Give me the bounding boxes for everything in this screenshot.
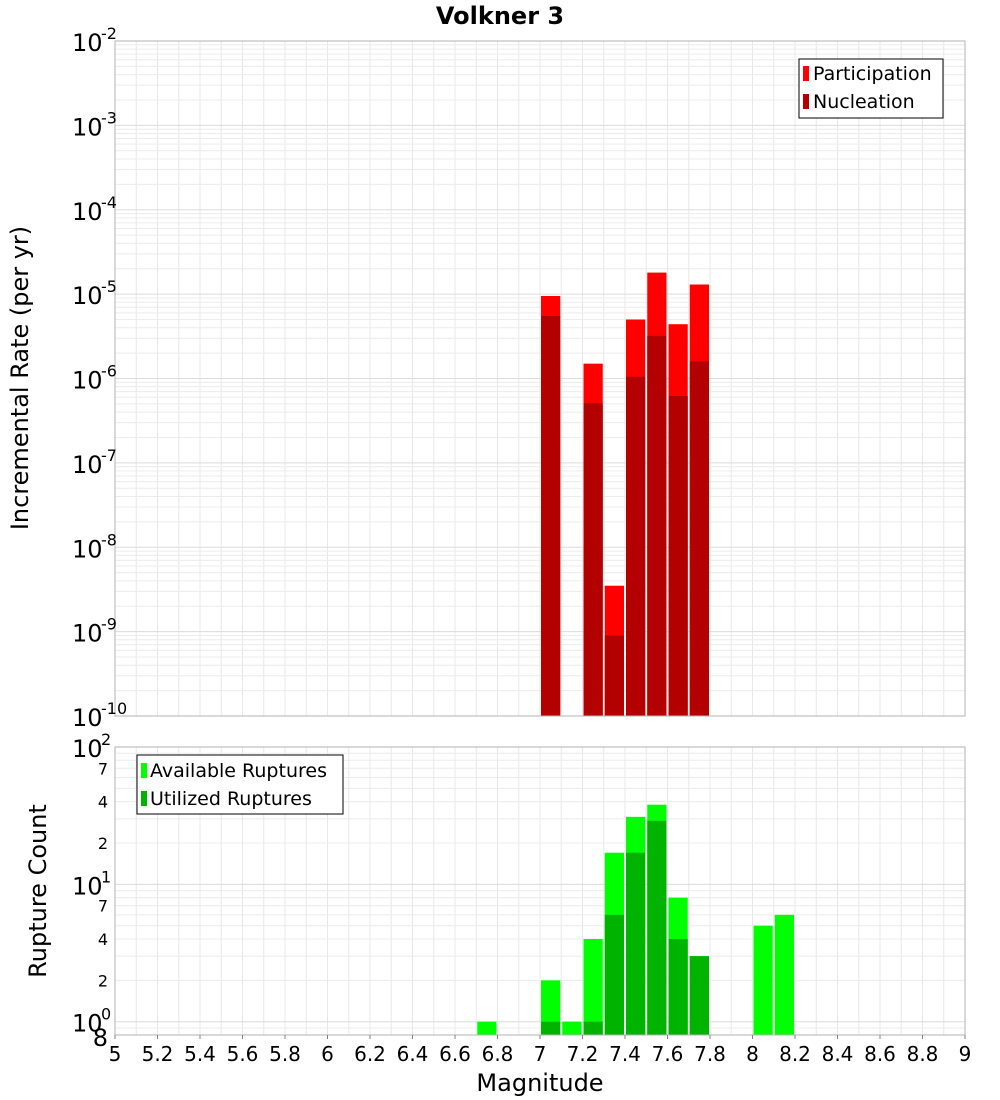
bottom-ytick-base: 10	[72, 735, 103, 763]
x-tick-label: 8	[746, 1042, 759, 1066]
bottom-ytick-minor: 2	[98, 971, 108, 990]
bottom-bar-available-ruptures-9	[753, 925, 773, 1035]
bottom-legend: Available Ruptures Utilized Ruptures	[136, 754, 344, 815]
top-bar-nucleation-6	[689, 361, 709, 716]
top-panel-bars	[541, 272, 709, 716]
bottom-legend-box	[136, 754, 344, 815]
x-tick-label: 8.4	[822, 1042, 854, 1066]
top-panel-frame	[114, 40, 966, 717]
top-ytick-exponent: -3	[101, 108, 117, 127]
top-ytick-exponent: -9	[101, 615, 117, 634]
bottom-bar-available-ruptures-3	[583, 939, 603, 1035]
bottom-ytick-base: 10	[72, 872, 103, 900]
legend-label-utilized: Utilized Ruptures	[150, 788, 312, 810]
top-ytick-base: 10	[72, 282, 103, 310]
x-tick-label: 8.8	[907, 1042, 939, 1066]
x-tick-label: 5	[109, 1042, 122, 1066]
x-tick-label: 5.8	[269, 1042, 301, 1066]
top-bar-nucleation-0	[541, 316, 561, 716]
bottom-bar-utilized-ruptures-0	[541, 1021, 561, 1035]
top-ytick-exponent: -4	[101, 193, 117, 212]
x-tick-label: 7.8	[694, 1042, 726, 1066]
x-tick-label: 6	[321, 1042, 334, 1066]
bottom-ytick-minor: 8	[93, 1024, 108, 1052]
legend-label-available: Available Ruptures	[150, 760, 327, 782]
top-bar-nucleation-3	[626, 376, 646, 716]
top-ytick-base: 10	[72, 620, 103, 648]
legend-swatch-participation	[803, 66, 809, 81]
top-ytick-exponent: -5	[101, 277, 117, 296]
bottom-bar-utilized-ruptures-6	[689, 956, 709, 1035]
top-bar-nucleation-1	[583, 403, 603, 716]
top-ytick-base: 10	[72, 367, 103, 395]
bottom-bar-utilized-ruptures-4	[647, 820, 667, 1035]
legend-label-nucleation: Nucleation	[813, 91, 915, 113]
legend-swatch-nucleation	[803, 94, 809, 109]
x-axis-ticks: 5 5.2 5.4 5.6 5.8 6 6.2 6.4 6.6 6.8 7 7.2 7.4 7.6 7.8 8…	[109, 1035, 972, 1066]
top-ytick-base: 10	[72, 198, 103, 226]
bottom-ytick-base: 10	[72, 1010, 103, 1038]
bottom-panel-bars	[477, 804, 794, 1035]
bottom-ytick-minor: 7	[98, 759, 108, 778]
top-ytick-base: 10	[72, 451, 103, 479]
bottom-ytick-exponent: 1	[101, 867, 111, 886]
x-tick-label: 8.2	[779, 1042, 811, 1066]
bottom-bar-utilized-ruptures-3	[626, 852, 646, 1035]
x-tick-label: 7	[534, 1042, 547, 1066]
top-bar-nucleation-4	[647, 335, 667, 716]
bottom-ytick-minor: 7	[98, 897, 108, 916]
x-tick-label: 6.2	[354, 1042, 386, 1066]
x-tick-label: 7.4	[609, 1042, 641, 1066]
x-tick-label: 6.4	[397, 1042, 429, 1066]
top-y-axis-title: Incremental Rate (per yr)	[6, 226, 34, 530]
legend-swatch-utilized	[141, 791, 147, 806]
bottom-bar-available-ruptures-1	[541, 980, 561, 1035]
top-legend-box	[798, 58, 944, 119]
top-ytick-base: 10	[72, 113, 103, 141]
top-ytick-exponent: -2	[101, 24, 117, 43]
bottom-bar-utilized-ruptures-2	[604, 914, 624, 1035]
top-ytick-exponent: -7	[101, 446, 117, 465]
top-ytick-exponent: -6	[101, 362, 117, 381]
x-axis-title: Magnitude	[476, 1069, 603, 1097]
top-ytick-exponent: -8	[101, 530, 117, 549]
x-tick-label: 9	[959, 1042, 972, 1066]
top-legend: Participation Nucleation	[798, 58, 944, 119]
bottom-bar-utilized-ruptures-1	[583, 1021, 603, 1035]
chart-title: Volkner 3	[436, 2, 564, 30]
bottom-bar-available-ruptures-0	[477, 1021, 497, 1035]
bottom-ytick-minor: 4	[98, 930, 108, 949]
x-tick-label: 5.6	[227, 1042, 259, 1066]
bottom-bar-available-ruptures-2	[562, 1021, 582, 1035]
top-ytick-base: 10	[72, 704, 103, 732]
top-bar-nucleation-2	[604, 635, 624, 716]
top-bar-nucleation-5	[668, 396, 688, 716]
x-tick-label: 5.2	[142, 1042, 174, 1066]
x-tick-label: 7.2	[567, 1042, 599, 1066]
x-tick-label: 8.6	[864, 1042, 896, 1066]
x-tick-label: 6.8	[482, 1042, 514, 1066]
bottom-ytick-exponent: 2	[101, 730, 111, 749]
x-tick-label: 7.6	[652, 1042, 684, 1066]
bottom-ytick-minor: 2	[98, 834, 108, 853]
bottom-bar-utilized-ruptures-5	[668, 939, 688, 1035]
top-ytick-exponent: -10	[101, 699, 127, 718]
x-tick-label: 6.6	[439, 1042, 471, 1066]
bottom-ytick-exponent: 0	[101, 1005, 111, 1024]
top-ytick-base: 10	[72, 29, 103, 57]
top-ytick-base: 10	[72, 535, 103, 563]
x-tick-label: 5.4	[184, 1042, 216, 1066]
bottom-y-axis-title: Rupture Count	[24, 804, 52, 978]
bottom-bar-available-ruptures-10	[774, 914, 794, 1035]
top-panel-grid	[114, 40, 966, 717]
bottom-ytick-minor: 4	[98, 793, 108, 812]
legend-swatch-available	[141, 763, 147, 778]
legend-label-participation: Participation	[813, 63, 932, 85]
